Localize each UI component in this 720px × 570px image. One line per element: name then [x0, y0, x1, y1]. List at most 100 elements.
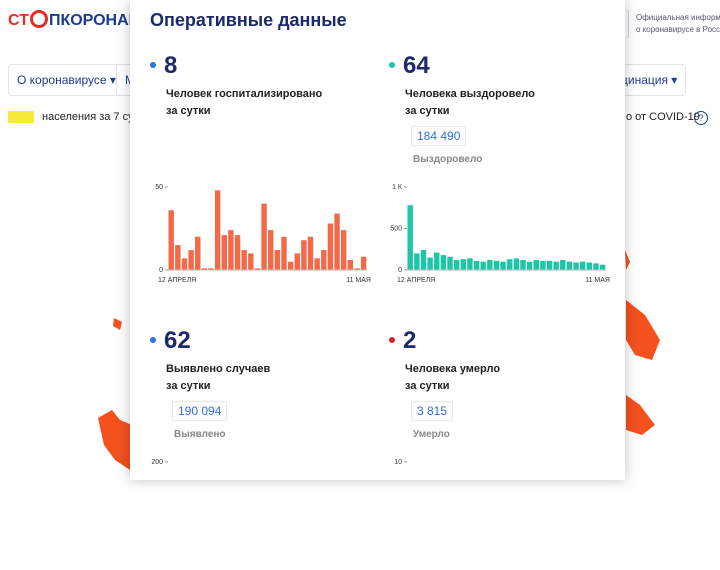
y-tick-label: 50: [155, 184, 163, 191]
bar: [560, 260, 566, 270]
x-tick-label: 12 АПРЕЛЯ: [158, 277, 196, 284]
bar: [321, 250, 327, 270]
header-info: Официальная информа о коронавирусе в Росс…: [636, 12, 720, 36]
bar: [268, 230, 274, 270]
bar: [533, 260, 539, 270]
logo-red: СТ: [8, 12, 29, 29]
y-tick-label: 0: [398, 267, 402, 274]
bar: [546, 260, 553, 270]
status-dot: [150, 337, 156, 343]
bar: [340, 230, 347, 270]
bar: [553, 261, 559, 270]
stat-number: 64: [403, 52, 430, 79]
bar: [347, 260, 354, 270]
map-region: [625, 250, 660, 435]
bar: [407, 205, 413, 270]
bar: [248, 253, 254, 270]
bar: [241, 250, 247, 270]
bar: [181, 258, 188, 270]
x-tick-label: 11 МАЯ: [346, 277, 371, 284]
bar: [228, 230, 234, 270]
bar: [480, 261, 486, 270]
logo[interactable]: СТ ПКОРОНАВИ: [8, 10, 152, 30]
bar: [573, 262, 579, 270]
stat-label: за сутки: [405, 105, 450, 117]
bar: [254, 268, 261, 270]
stat-label: за сутки: [405, 380, 450, 392]
bar: [440, 255, 447, 270]
bar: [460, 259, 466, 270]
bar: [354, 268, 360, 270]
stat-label: Человека выздоровело: [405, 88, 535, 100]
bar: [201, 268, 208, 270]
bar: [487, 260, 493, 270]
stat-number: 2: [403, 327, 417, 354]
bar: [221, 235, 227, 270]
bar: [188, 250, 194, 270]
bar: [195, 236, 201, 270]
bar: [234, 235, 241, 270]
legend-swatch: [8, 111, 34, 123]
bar: [453, 260, 460, 270]
logo-icon: [29, 10, 48, 28]
mini-chart: 0 50 12 АПРЕЛЯ 11 МАЯ: [155, 184, 371, 284]
bar: [287, 261, 294, 270]
y-tick-label: 1 К: [392, 184, 403, 191]
bar: [175, 245, 181, 270]
bar: [566, 261, 573, 270]
y-tick-label: 200: [151, 459, 163, 466]
stat-label: за сутки: [166, 380, 211, 392]
logo-blue: ПКОРОНАВИ: [48, 12, 152, 29]
info-line: о коронавирусе в Росси: [636, 25, 720, 34]
bar: [274, 250, 281, 270]
bar: [500, 261, 506, 270]
bar: [208, 268, 214, 270]
modal: Оперативные данные 8 Человек госпитализир…: [130, 0, 625, 480]
bar: [526, 261, 533, 270]
legend-text: о от COVID-19: [626, 111, 700, 123]
legend-text: населения за 7 сут: [42, 111, 139, 123]
bar: [579, 261, 586, 270]
y-tick-label: 500: [390, 226, 402, 233]
bar: [434, 252, 440, 270]
bar: [447, 256, 453, 270]
info-line: Официальная информа: [636, 13, 720, 22]
bar: [214, 190, 221, 270]
total-label: Выздоровело: [413, 154, 483, 165]
bar: [599, 264, 606, 270]
total-label: Выявлено: [174, 429, 226, 440]
total-value: 184 490: [411, 126, 467, 146]
bar: [281, 236, 287, 270]
status-dot: [389, 62, 395, 68]
bar: [593, 263, 599, 270]
bar: [360, 256, 367, 270]
y-tick-label: 10: [394, 459, 402, 466]
bar: [513, 258, 520, 270]
bar: [420, 250, 427, 270]
stat-number: 62: [164, 327, 191, 354]
stat-label: Выявлено случаев: [166, 363, 271, 375]
bar: [334, 213, 340, 270]
map-region: [113, 318, 122, 330]
modal-title: Оперативные данные: [150, 10, 347, 30]
bar: [168, 210, 174, 270]
bar: [314, 258, 320, 270]
bar: [414, 253, 420, 270]
bar: [294, 253, 300, 270]
help-icon[interactable]: ?: [694, 111, 708, 125]
bar: [493, 260, 500, 270]
bar: [586, 262, 593, 270]
nav-button[interactable]: О коронавирусе ▾: [8, 64, 125, 96]
mini-chart: 200: [151, 459, 168, 466]
mini-chart: 0 500 1 К 12 АПРЕЛЯ 11 МАЯ: [390, 184, 610, 284]
total-label: Умерло: [413, 429, 450, 440]
bar: [301, 240, 307, 270]
bar: [467, 258, 473, 270]
bar: [427, 257, 433, 270]
x-tick-label: 11 МАЯ: [585, 277, 610, 284]
stat-label: за сутки: [166, 105, 211, 117]
page: СТ ПКОРОНАВИ Официальная информа о коронав…: [8, 0, 720, 480]
divider: [628, 10, 629, 38]
bar: [540, 260, 546, 270]
bar: [520, 260, 526, 270]
